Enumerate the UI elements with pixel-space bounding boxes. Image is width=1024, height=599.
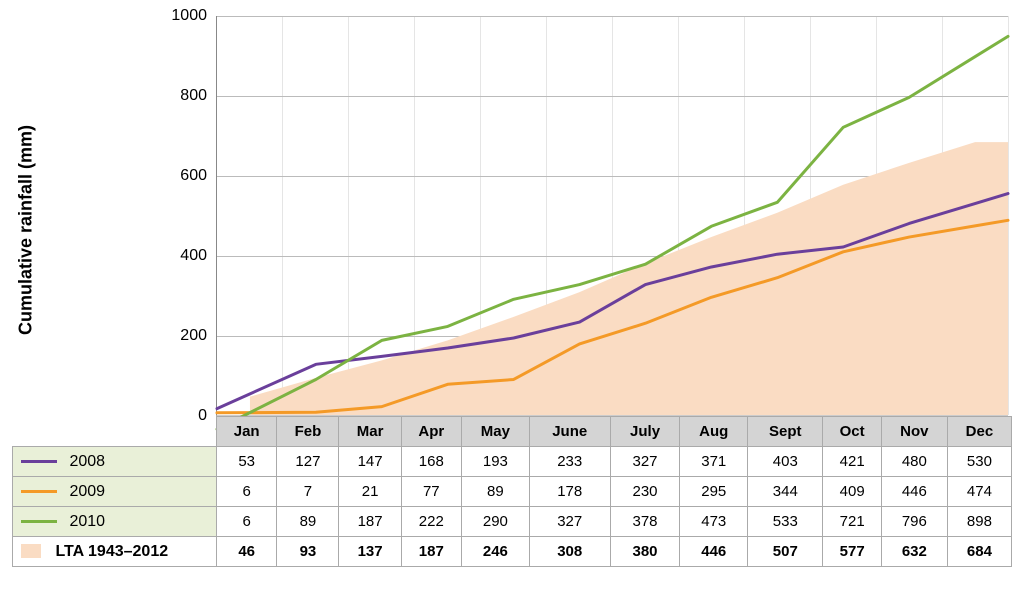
table-cell: 308 <box>529 537 610 567</box>
month-header: Nov <box>881 417 947 447</box>
table-cell: 168 <box>401 447 461 477</box>
table-cell: 446 <box>680 537 748 567</box>
month-header: Dec <box>947 417 1011 447</box>
legend-label: 2009 <box>69 483 105 500</box>
chart-area: Cumulative rainfall (mm) 020040060080010… <box>0 0 1024 460</box>
table-cell: 533 <box>748 507 823 537</box>
table-cell: 507 <box>748 537 823 567</box>
swatch-2010 <box>21 520 57 523</box>
month-header: Apr <box>401 417 461 447</box>
month-header: June <box>529 417 610 447</box>
table-cell: 446 <box>881 477 947 507</box>
table-cell: 380 <box>610 537 680 567</box>
table-cell: 7 <box>277 477 339 507</box>
table-cell: 480 <box>881 447 947 477</box>
table-cell: 147 <box>339 447 401 477</box>
table-cell: 721 <box>823 507 881 537</box>
table-cell: 577 <box>823 537 881 567</box>
table-cell: 21 <box>339 477 401 507</box>
y-axis-label: Cumulative rainfall (mm) <box>16 125 37 335</box>
table-cell: 898 <box>947 507 1011 537</box>
table-cell: 421 <box>823 447 881 477</box>
legend-label: LTA 1943–2012 <box>55 543 168 560</box>
table-cell: 344 <box>748 477 823 507</box>
legend-2008: 2008 <box>13 447 217 477</box>
table-cell: 378 <box>610 507 680 537</box>
table-cell: 127 <box>277 447 339 477</box>
swatch-2009 <box>21 490 57 493</box>
table-cell: 530 <box>947 447 1011 477</box>
table-cell: 53 <box>217 447 277 477</box>
month-header: May <box>461 417 529 447</box>
table-cell: 178 <box>529 477 610 507</box>
series-svg <box>217 16 1008 415</box>
table-row-2009: 2009 6 7 21 77 89 178 230 295 344 409 44… <box>13 477 1012 507</box>
month-header: Feb <box>277 417 339 447</box>
month-header: Jan <box>217 417 277 447</box>
table-cell: 632 <box>881 537 947 567</box>
rainfall-chart-container: Cumulative rainfall (mm) 020040060080010… <box>0 0 1024 599</box>
table-cell: 187 <box>401 537 461 567</box>
table-cell: 89 <box>461 477 529 507</box>
table-cell: 796 <box>881 507 947 537</box>
plot-region: 02004006008001000 <box>216 16 1008 416</box>
legend-2009: 2009 <box>13 477 217 507</box>
table-cell: 193 <box>461 447 529 477</box>
table-cell: 233 <box>529 447 610 477</box>
legend-lta: LTA 1943–2012 <box>13 537 217 567</box>
table-cell: 89 <box>277 507 339 537</box>
table-header-row: Jan Feb Mar Apr May June July Aug Sept O… <box>13 417 1012 447</box>
table-cell: 6 <box>217 477 277 507</box>
month-header: Oct <box>823 417 881 447</box>
legend-label: 2008 <box>69 453 105 470</box>
table-row-lta: LTA 1943–2012 46 93 137 187 246 308 380 … <box>13 537 1012 567</box>
table-cell: 371 <box>680 447 748 477</box>
month-header: Mar <box>339 417 401 447</box>
month-header: Sept <box>748 417 823 447</box>
table-cell: 46 <box>217 537 277 567</box>
table-row-2008: 2008 53 127 147 168 193 233 327 371 403 … <box>13 447 1012 477</box>
table-corner <box>13 417 217 447</box>
swatch-lta <box>21 544 41 558</box>
table-cell: 93 <box>277 537 339 567</box>
table-cell: 409 <box>823 477 881 507</box>
table-cell: 246 <box>461 537 529 567</box>
legend-2010: 2010 <box>13 507 217 537</box>
table-cell: 187 <box>339 507 401 537</box>
table-cell: 474 <box>947 477 1011 507</box>
table-cell: 6 <box>217 507 277 537</box>
table-cell: 230 <box>610 477 680 507</box>
table-cell: 403 <box>748 447 823 477</box>
table-cell: 684 <box>947 537 1011 567</box>
month-header: July <box>610 417 680 447</box>
table-cell: 327 <box>610 447 680 477</box>
table-row-2010: 2010 6 89 187 222 290 327 378 473 533 72… <box>13 507 1012 537</box>
lta-area <box>250 142 1008 415</box>
table-cell: 327 <box>529 507 610 537</box>
month-header: Aug <box>680 417 748 447</box>
legend-label: 2010 <box>69 513 105 530</box>
table-cell: 290 <box>461 507 529 537</box>
table-cell: 222 <box>401 507 461 537</box>
table-cell: 137 <box>339 537 401 567</box>
table-cell: 295 <box>680 477 748 507</box>
swatch-2008 <box>21 460 57 463</box>
table-cell: 77 <box>401 477 461 507</box>
data-table: Jan Feb Mar Apr May June July Aug Sept O… <box>12 416 1012 567</box>
table-cell: 473 <box>680 507 748 537</box>
